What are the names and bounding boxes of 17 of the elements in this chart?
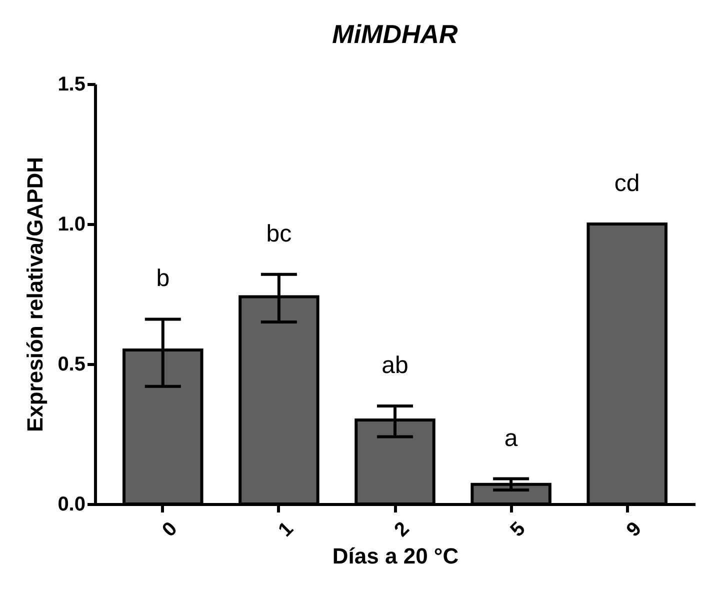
annotation: b <box>156 265 170 292</box>
x-tick-label: 1 <box>274 518 298 542</box>
x-axis-title: Días a 20 °C <box>332 544 459 569</box>
chart-title: MiMDHAR <box>332 19 458 49</box>
x-tick-label: 5 <box>506 518 530 542</box>
y-tick-label: 1.0 <box>58 214 86 236</box>
y-tick-label: 1.5 <box>58 74 86 96</box>
y-tick-label: 0.5 <box>58 354 86 376</box>
annotation: a <box>504 424 518 452</box>
x-tick-label: 0 <box>158 518 182 542</box>
y-axis-title: Expresión relativa/GAPDH <box>22 156 48 432</box>
annotation: cd <box>614 170 640 197</box>
annotation: ab <box>382 352 408 379</box>
y-tick-label: 0.0 <box>58 494 86 516</box>
x-tick-label: 9 <box>622 518 646 542</box>
x-tick-label: 2 <box>390 518 414 542</box>
annotation: bc <box>266 220 292 248</box>
